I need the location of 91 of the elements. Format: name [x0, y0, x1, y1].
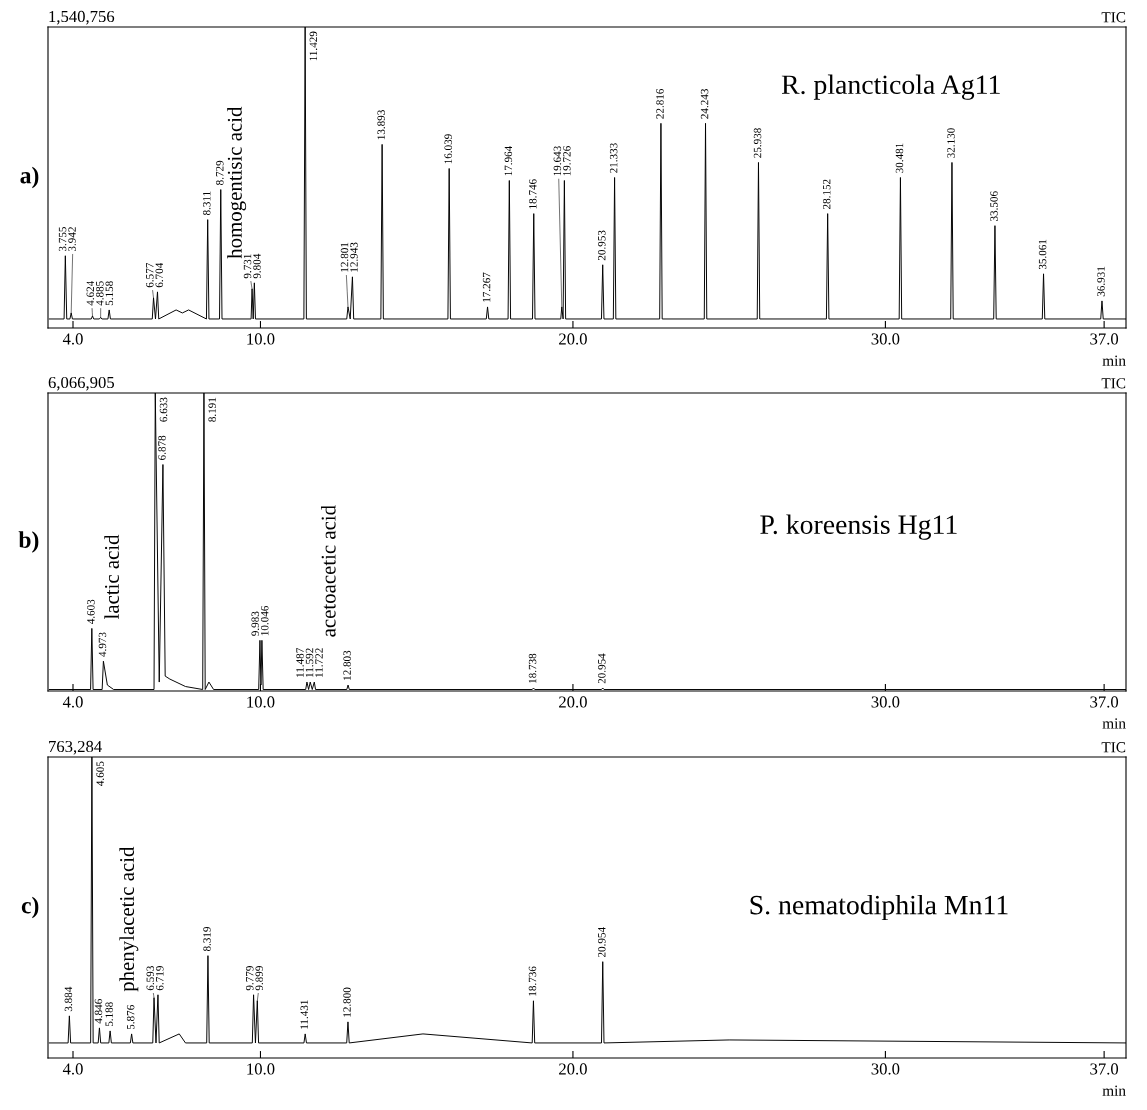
x-axis-title: min — [1102, 718, 1126, 729]
text: c) — [21, 896, 39, 919]
annotation: 19.726 — [563, 146, 571, 176]
text: TIC — [1101, 12, 1126, 23]
x-tick-label: 37.0 — [1090, 1063, 1119, 1075]
annotation: 6.577 — [146, 263, 154, 288]
annotation: P. koreensis Hg11 — [760, 514, 957, 540]
annotation: 4.605 — [96, 761, 104, 786]
annotation: 6.704 — [155, 262, 164, 288]
annotation: 10.046 — [260, 605, 269, 636]
annotation: 17.964 — [504, 145, 513, 176]
annotation: 12.943 — [350, 242, 358, 272]
annotation: 5.876 — [126, 1005, 135, 1030]
x-tick-label: 37.0 — [1090, 696, 1119, 708]
annotation: 12.803 — [343, 650, 351, 680]
annotation: 18.736 — [528, 966, 537, 996]
annotation: 9.983 — [251, 611, 260, 636]
x-tick-label: 30.0 — [871, 1063, 900, 1075]
annotation: 18.738 — [528, 653, 537, 683]
annotation: 30.481 — [895, 143, 904, 173]
x-tick-label: 4.0 — [62, 696, 83, 708]
annotation: 11.431 — [300, 1000, 309, 1029]
annotation: 21.333 — [609, 143, 618, 173]
annotation: 6.719 — [156, 966, 164, 991]
annotation: 20.953 — [598, 230, 606, 261]
x-tick-label: 20.0 — [559, 696, 587, 708]
x-tick-label: 20.0 — [559, 333, 587, 345]
annotation: 9.804 — [253, 253, 261, 279]
annotation: 4.846 — [94, 999, 103, 1024]
annotation: 12.800 — [343, 987, 351, 1017]
annotation: 6.633 — [159, 397, 168, 422]
annotation: 13.893 — [377, 110, 385, 140]
annotation: 8.191 — [208, 397, 216, 422]
annotation: 11.592 — [305, 648, 314, 677]
annotation: 3.884 — [64, 986, 73, 1012]
annotation: phenylacetic acid — [119, 846, 139, 992]
annotation: acetoacetic acid — [320, 505, 336, 637]
annotation: 33.506 — [990, 191, 998, 221]
annotation: 16.039 — [444, 134, 452, 164]
annotation: 17.267 — [482, 272, 491, 302]
annotation: 9.779 — [246, 966, 254, 991]
annotation: 28.152 — [822, 179, 831, 209]
annotation: 11.722 — [315, 648, 323, 677]
annotation: S. nematodiphila Mn11 — [750, 894, 1008, 921]
annotation: 9.899 — [255, 966, 264, 991]
text: TIC — [1101, 378, 1126, 389]
annotation: 5.158 — [105, 281, 114, 306]
x-tick-label: 4.0 — [62, 1063, 83, 1075]
x-tick-label: 30.0 — [871, 333, 900, 345]
annotation: 20.954 — [598, 927, 606, 958]
annotation: 22.816 — [656, 88, 664, 119]
annotation: 20.954 — [598, 653, 606, 684]
text: 1,540,756 — [49, 10, 115, 25]
annotation: 19.643 — [553, 146, 562, 176]
text: 763,284 — [49, 740, 102, 755]
annotation: 3.755 — [58, 227, 67, 252]
annotation: 8.319 — [203, 926, 211, 952]
x-tick-label: 20.0 — [559, 1063, 587, 1075]
text: b) — [18, 531, 39, 553]
annotation: 4.973 — [98, 632, 107, 657]
x-tick-label: 37.0 — [1090, 333, 1119, 345]
annotation: lactic acid — [104, 534, 119, 620]
x-tick-label: 10.0 — [247, 333, 275, 345]
annotation: 4.885 — [96, 281, 104, 306]
annotation: 36.931 — [1097, 266, 1105, 297]
annotation: 8.729 — [216, 160, 224, 185]
x-tick-label: 10.0 — [247, 696, 275, 708]
x-tick-label: 30.0 — [871, 696, 900, 708]
annotation: 11.487 — [296, 648, 304, 677]
annotation: 18.746 — [529, 179, 537, 209]
text: 6,066,905 — [48, 376, 115, 391]
annotation: 24.243 — [700, 89, 709, 119]
annotation: 25.938 — [753, 128, 762, 158]
x-axis-title: min — [1102, 355, 1126, 366]
annotation: 12.801 — [340, 242, 349, 272]
annotation: 6.878 — [158, 435, 166, 460]
text: a) — [20, 166, 39, 189]
annotation: 4.603 — [87, 599, 95, 625]
annotation: R. plancticola Ag11 — [781, 74, 1000, 100]
annotation: 6.593 — [146, 966, 155, 991]
x-tick-label: 10.0 — [247, 1063, 275, 1075]
text: TIC — [1101, 742, 1126, 753]
annotation: 8.311 — [202, 191, 211, 216]
x-axis-title: min — [1102, 1085, 1126, 1096]
annotation: 32.130 — [947, 128, 955, 158]
annotation: 5.188 — [105, 1002, 113, 1027]
annotation: 4.624 — [86, 280, 95, 306]
annotation: 11.429 — [309, 31, 318, 61]
annotation: 3.942 — [68, 227, 76, 252]
annotation: 35.061 — [1038, 239, 1047, 270]
x-tick-label: 4.0 — [62, 333, 83, 345]
